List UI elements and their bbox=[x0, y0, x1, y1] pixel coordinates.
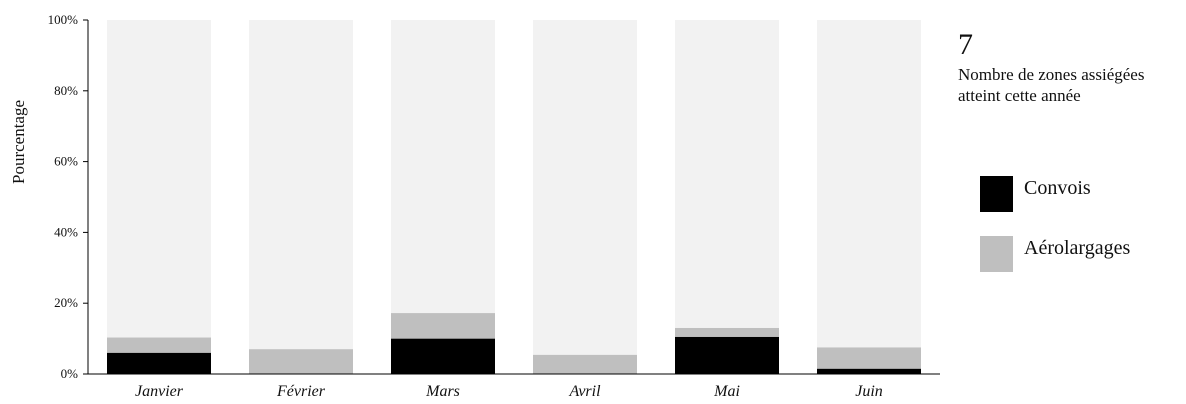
x-axis-labels: Janvier Février Mars Avril Mai Juin bbox=[135, 383, 883, 400]
y-tick-label: 20% bbox=[54, 295, 78, 310]
bar-convois-6 bbox=[817, 368, 921, 374]
bar-aerolargages-2 bbox=[249, 349, 353, 374]
bar-background-4 bbox=[533, 20, 637, 374]
legend-label-aerolargages: Aérolargages bbox=[1024, 237, 1131, 259]
besieged-caption: Nombre de zones assiégées atteint cette … bbox=[958, 65, 1145, 105]
bar-background-1 bbox=[107, 20, 211, 374]
legend-swatch-aerolargages bbox=[980, 236, 1013, 272]
x-tick-label: Mars bbox=[425, 383, 460, 400]
bar-aerolargages-3 bbox=[391, 313, 495, 339]
bar-aerolargages-6 bbox=[817, 347, 921, 369]
legend-swatch-convois bbox=[980, 176, 1013, 212]
bar-aerolargages-1 bbox=[107, 337, 211, 353]
y-axis-ticks: 0% 20% 40% 60% 80% 100% bbox=[48, 12, 88, 381]
bar-background-2 bbox=[249, 20, 353, 374]
y-tick-label: 60% bbox=[54, 154, 78, 169]
x-tick-label: Avril bbox=[568, 383, 601, 400]
bar-aerolargages-5 bbox=[675, 327, 779, 337]
besieged-count: 7 bbox=[958, 28, 973, 61]
y-tick-label: 0% bbox=[61, 366, 79, 381]
bar-convois-3 bbox=[391, 338, 495, 374]
bar-convois-5 bbox=[675, 336, 779, 374]
bar-convois-1 bbox=[107, 352, 211, 374]
bar-aerolargages-4 bbox=[533, 354, 637, 374]
x-tick-label: Mai bbox=[713, 383, 740, 400]
legend-label-convois: Convois bbox=[1024, 177, 1091, 199]
x-tick-label: Février bbox=[276, 383, 326, 400]
x-tick-label: Janvier bbox=[135, 383, 184, 400]
bar-group bbox=[107, 20, 921, 374]
bar-background-6 bbox=[817, 20, 921, 374]
x-tick-label: Juin bbox=[855, 383, 883, 400]
bar-background-5 bbox=[675, 20, 779, 374]
y-tick-label: 40% bbox=[54, 224, 78, 239]
y-tick-label: 100% bbox=[48, 12, 79, 27]
summary-panel: 7 Nombre de zones assiégées atteint cett… bbox=[958, 28, 1186, 106]
stacked-bar-chart: 0% 20% 40% 60% 80% 100% Janvier Février Mars Avr… bbox=[9, 12, 940, 400]
y-axis-title: Pourcentage bbox=[9, 100, 28, 184]
y-tick-label: 80% bbox=[54, 83, 78, 98]
